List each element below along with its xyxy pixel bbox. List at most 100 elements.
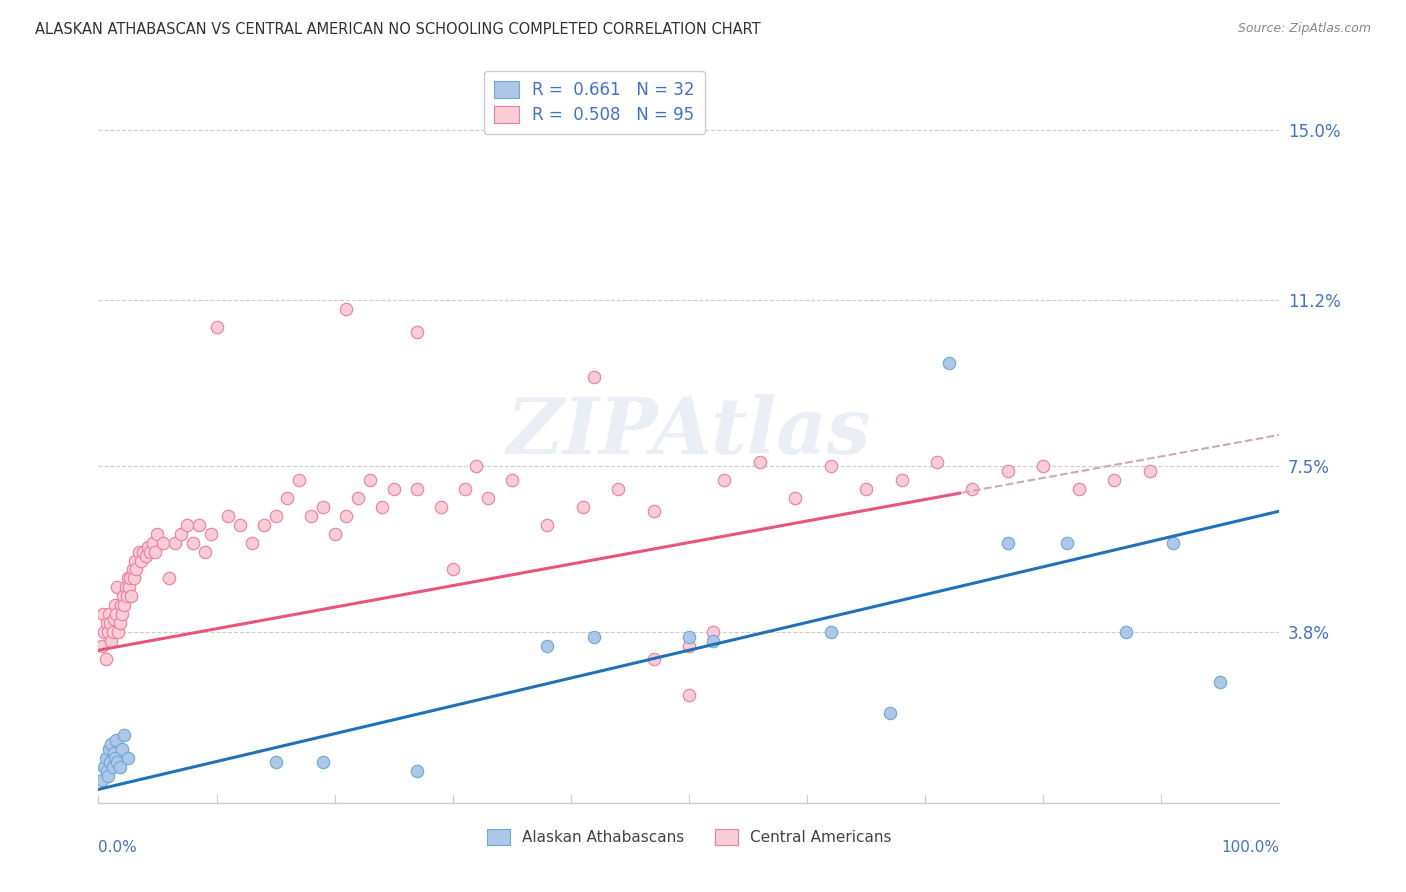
Text: ALASKAN ATHABASCAN VS CENTRAL AMERICAN NO SCHOOLING COMPLETED CORRELATION CHART: ALASKAN ATHABASCAN VS CENTRAL AMERICAN N… [35, 22, 761, 37]
Point [129, 553, 152, 567]
Legend: Alaskan Athabascans, Central Americans: Alaskan Athabascans, Central Americans [478, 820, 900, 855]
Point [312, 500, 335, 514]
Point [121, 590, 143, 604]
Point [100, 634, 122, 648]
Point [1161, 535, 1184, 549]
Point [217, 508, 239, 523]
Point [94, 652, 117, 666]
Point [115, 590, 138, 604]
Point [501, 473, 523, 487]
Point [100, 738, 122, 752]
Point [441, 562, 464, 576]
Point [359, 473, 381, 487]
Point [205, 320, 228, 334]
Point [114, 581, 136, 595]
Point [406, 482, 429, 496]
Text: 0.0%: 0.0% [98, 840, 138, 855]
Point [93, 760, 115, 774]
Point [371, 500, 394, 514]
Text: 100.0%: 100.0% [1222, 840, 1279, 855]
Point [229, 517, 252, 532]
Point [477, 491, 499, 505]
Point [93, 625, 115, 640]
Point [335, 302, 357, 317]
Point [264, 756, 287, 770]
Point [465, 459, 488, 474]
Point [132, 544, 155, 558]
Point [1032, 459, 1054, 474]
Point [820, 459, 842, 474]
Point [112, 599, 135, 613]
Point [962, 482, 984, 496]
Point [194, 544, 217, 558]
Point [117, 751, 139, 765]
Point [702, 625, 724, 640]
Point [276, 491, 298, 505]
Point [105, 756, 128, 770]
Point [748, 455, 770, 469]
Point [1115, 625, 1137, 640]
Point [347, 491, 370, 505]
Point [181, 535, 204, 549]
Point [571, 500, 593, 514]
Point [678, 639, 700, 653]
Point [406, 325, 429, 339]
Text: ZIPAtlas: ZIPAtlas [506, 394, 872, 471]
Point [583, 369, 606, 384]
Point [938, 356, 960, 370]
Point [890, 473, 912, 487]
Point [1056, 535, 1078, 549]
Point [98, 616, 121, 631]
Point [820, 625, 842, 640]
Point [323, 526, 346, 541]
Point [94, 751, 117, 765]
Text: Source: ZipAtlas.com: Source: ZipAtlas.com [1237, 22, 1371, 36]
Point [110, 599, 132, 613]
Point [120, 571, 142, 585]
Point [176, 517, 198, 532]
Point [122, 571, 145, 585]
Point [146, 526, 169, 541]
Point [170, 526, 193, 541]
Point [643, 504, 665, 518]
Point [152, 535, 174, 549]
Point [264, 508, 287, 523]
Point [136, 540, 159, 554]
Point [1209, 674, 1232, 689]
Point [91, 773, 114, 788]
Point [142, 535, 165, 549]
Point [200, 526, 222, 541]
Point [135, 549, 157, 563]
Point [240, 535, 263, 549]
Point [98, 607, 121, 622]
Point [112, 729, 135, 743]
Point [111, 607, 134, 622]
Point [406, 764, 429, 779]
Point [108, 616, 131, 631]
Point [91, 639, 114, 653]
Point [103, 612, 125, 626]
Point [187, 517, 209, 532]
Point [104, 751, 127, 765]
Point [583, 630, 606, 644]
Point [96, 616, 118, 631]
Point [117, 571, 139, 585]
Point [101, 625, 124, 640]
Point [702, 634, 724, 648]
Point [879, 706, 901, 720]
Point [997, 535, 1019, 549]
Point [112, 590, 135, 604]
Point [105, 607, 128, 622]
Point [98, 756, 121, 770]
Point [453, 482, 475, 496]
Point [997, 464, 1019, 478]
Point [1102, 473, 1125, 487]
Point [103, 747, 125, 761]
Point [1139, 464, 1161, 478]
Point [678, 688, 700, 702]
Point [157, 571, 180, 585]
Point [1067, 482, 1090, 496]
Point [118, 581, 141, 595]
Point [105, 733, 128, 747]
Point [104, 599, 127, 613]
